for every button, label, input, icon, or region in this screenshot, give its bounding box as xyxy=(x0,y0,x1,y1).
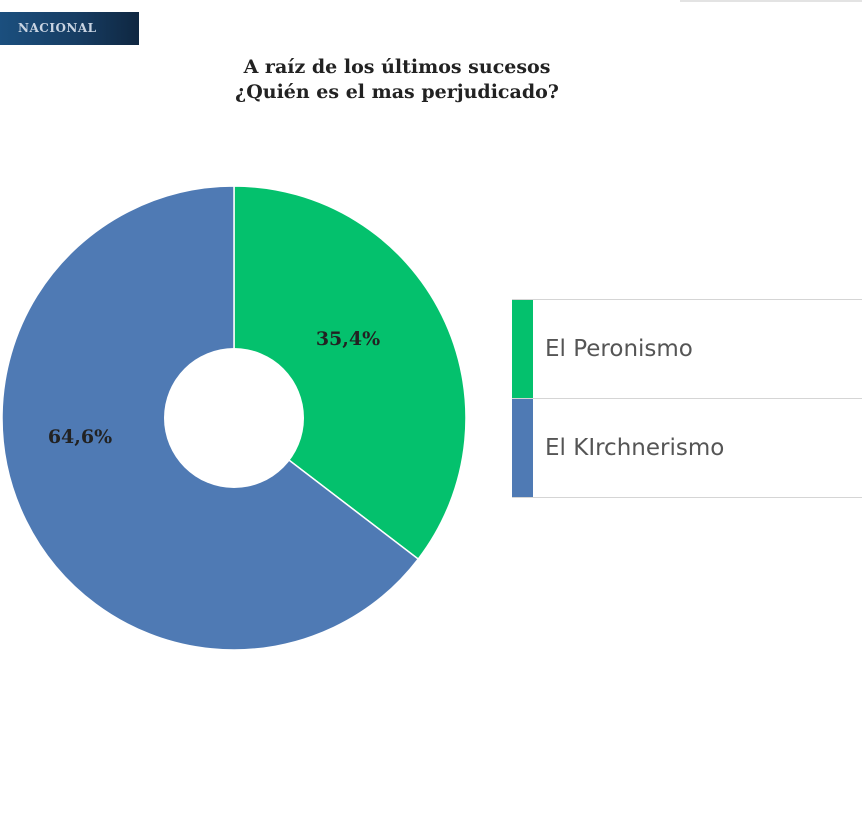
top-rule xyxy=(680,0,862,2)
legend: El Peronismo El KIrchnerismo xyxy=(512,299,862,498)
slice-label-kirchnerismo: 64,6% xyxy=(48,426,112,448)
legend-item-peronismo[interactable]: El Peronismo xyxy=(512,300,862,399)
donut-hole xyxy=(164,348,304,488)
chart-title-line1: A raíz de los últimos sucesos xyxy=(243,56,551,78)
legend-label-peronismo: El Peronismo xyxy=(545,336,693,362)
slice-label-peronismo: 35,4% xyxy=(316,328,380,350)
legend-label-kirchnerismo: El KIrchnerismo xyxy=(545,435,725,461)
legend-swatch-peronismo xyxy=(512,300,533,398)
section-tag[interactable]: NACIONAL xyxy=(0,12,139,45)
legend-swatch-kirchnerismo xyxy=(512,399,533,497)
chart-title: A raíz de los últimos sucesos ¿Quién es … xyxy=(0,55,794,105)
slice-peronismo xyxy=(233,185,467,561)
chart-title-line2: ¿Quién es el mas perjudicado? xyxy=(235,81,559,103)
legend-item-kirchnerismo[interactable]: El KIrchnerismo xyxy=(512,399,862,498)
